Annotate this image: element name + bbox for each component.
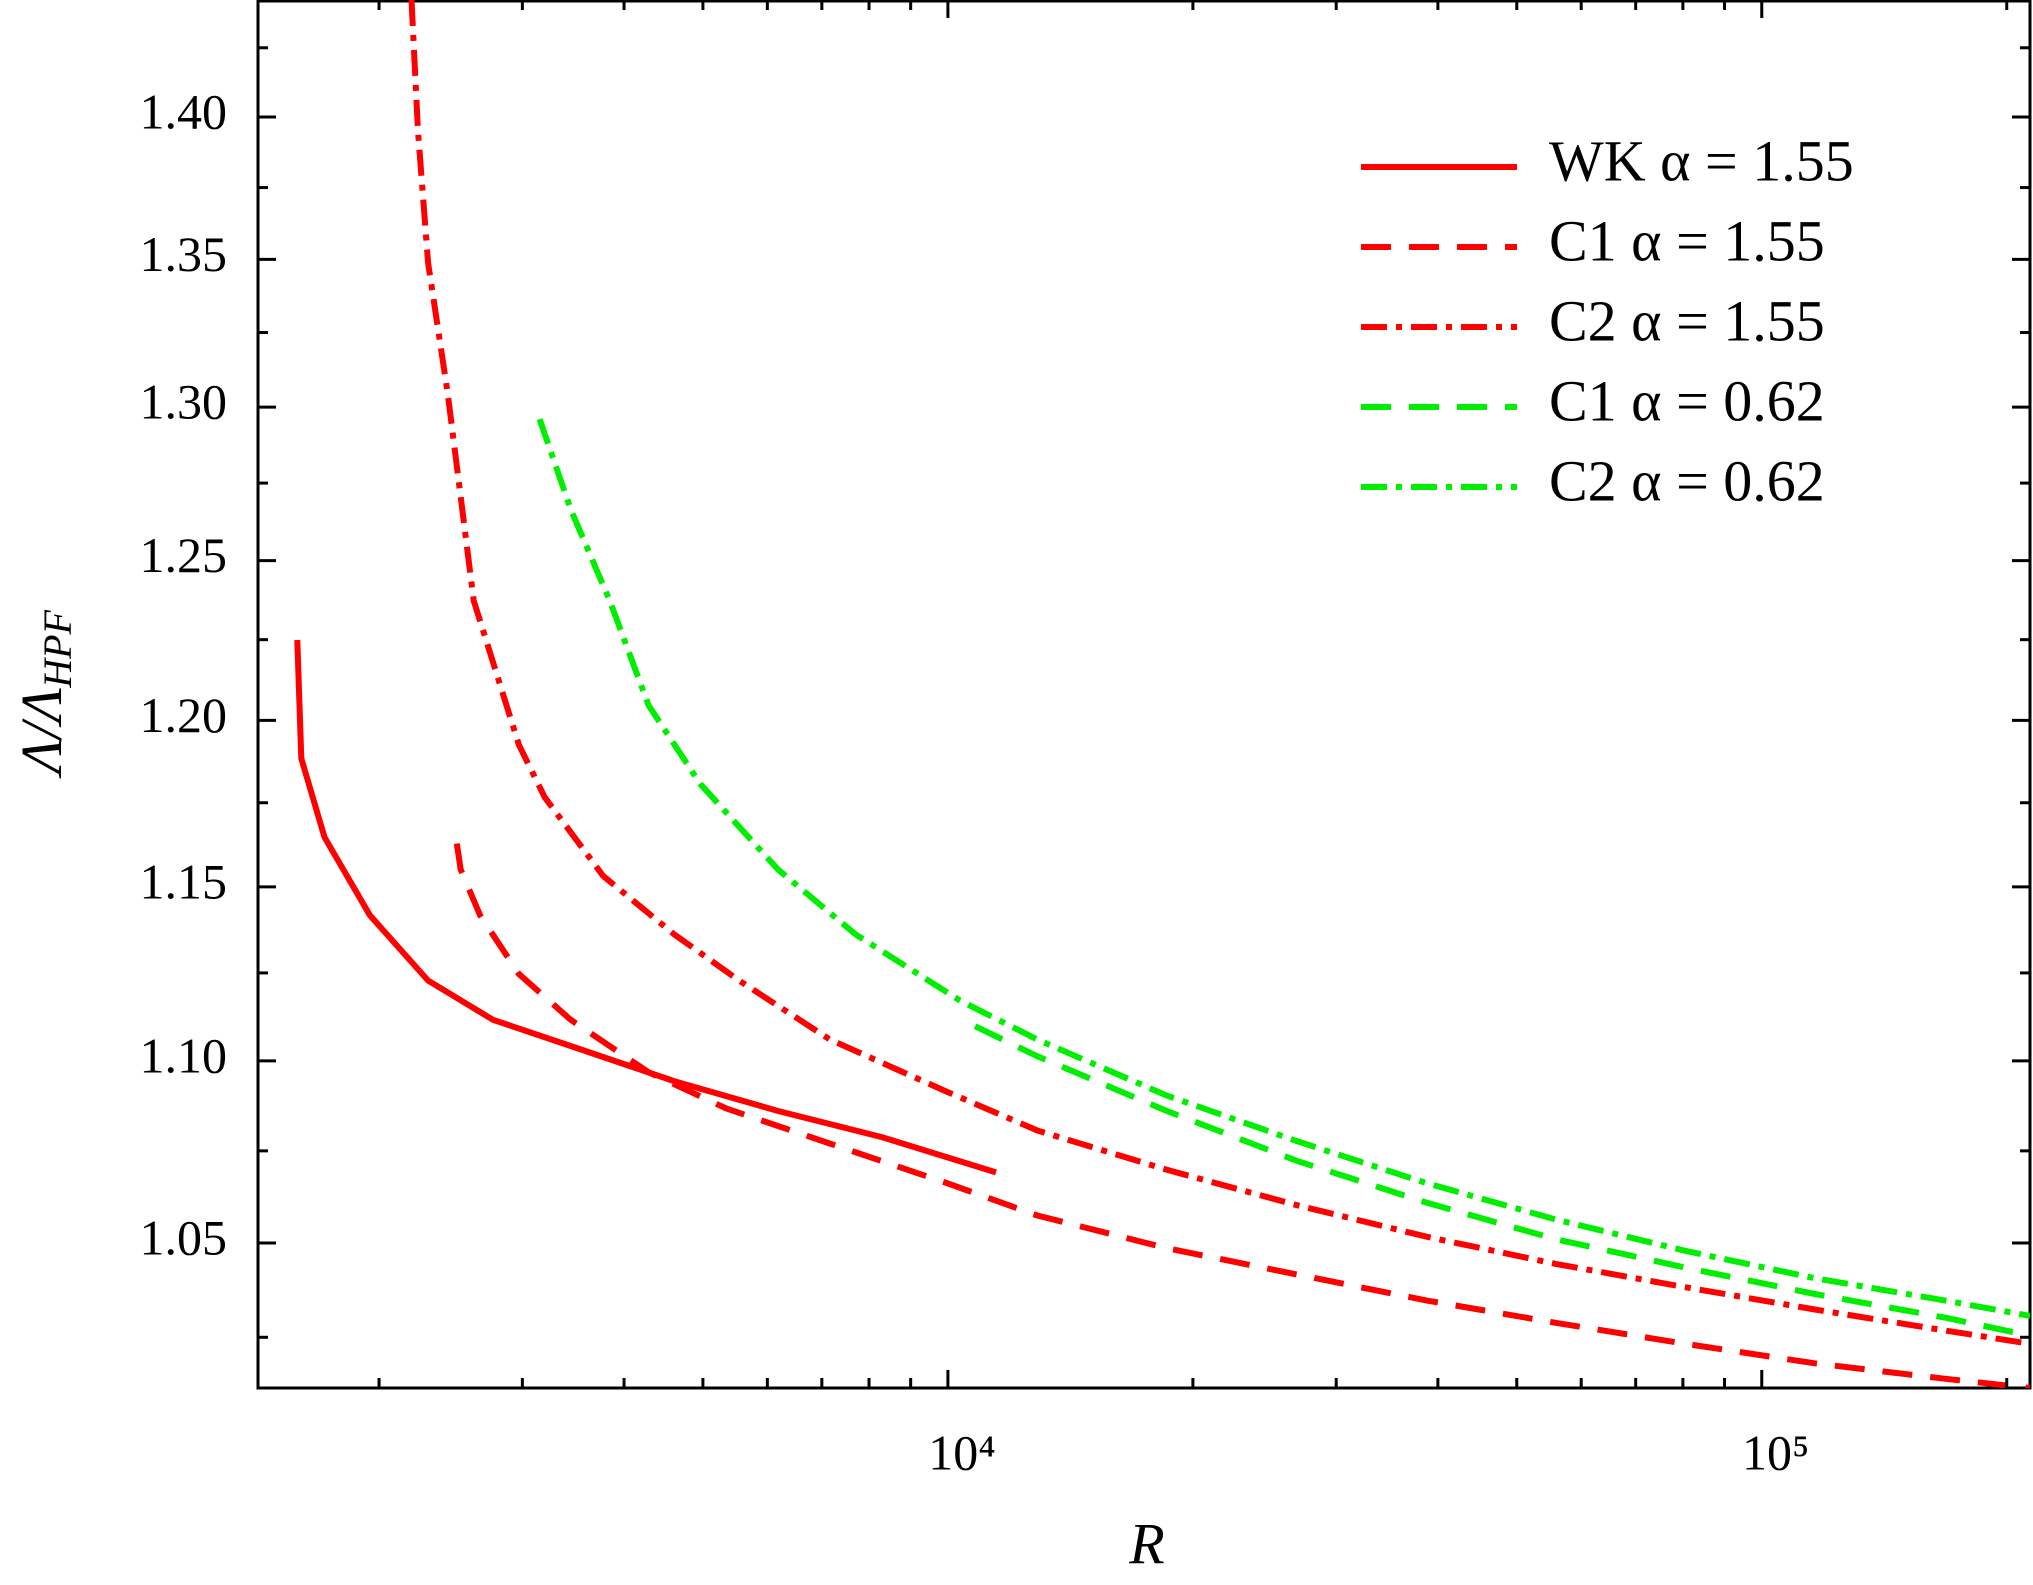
legend-label: WK α = 1.55 [1549,128,1854,193]
legend-label: C2 α = 0.62 [1549,448,1825,513]
x-tick-label: 10⁴ [928,1424,995,1480]
legend-label: C1 α = 1.55 [1549,208,1825,273]
y-tick-label: 1.30 [140,374,228,430]
x-axis-label: R [1128,1511,1164,1576]
y-tick-label: 1.20 [140,687,228,743]
series-line [408,0,2030,1347]
series-line [453,843,2030,1388]
y-tick-label: 1.15 [140,853,228,909]
y-tick-label: 1.05 [140,1209,228,1265]
series-line [294,639,997,1176]
y-axis-label: Λ/ΛHPF [9,609,80,779]
legend-label: C1 α = 0.62 [1549,368,1825,433]
y-tick-label: 1.35 [140,226,228,282]
plot-frame [256,0,2032,1390]
y-tick-label: 1.25 [140,527,228,583]
y-axis-label-main: Λ/Λ [9,688,74,779]
y-tick-label: 1.10 [140,1027,228,1083]
series-line [536,418,2030,1319]
y-axis-label-subscript: HPF [35,609,80,688]
legend-label: C2 α = 1.55 [1549,288,1825,353]
x-tick-label: 10⁵ [1742,1424,1809,1480]
plot-lines [294,0,2030,1388]
series-line [973,1023,2030,1339]
y-tick-label: 1.40 [140,84,228,140]
